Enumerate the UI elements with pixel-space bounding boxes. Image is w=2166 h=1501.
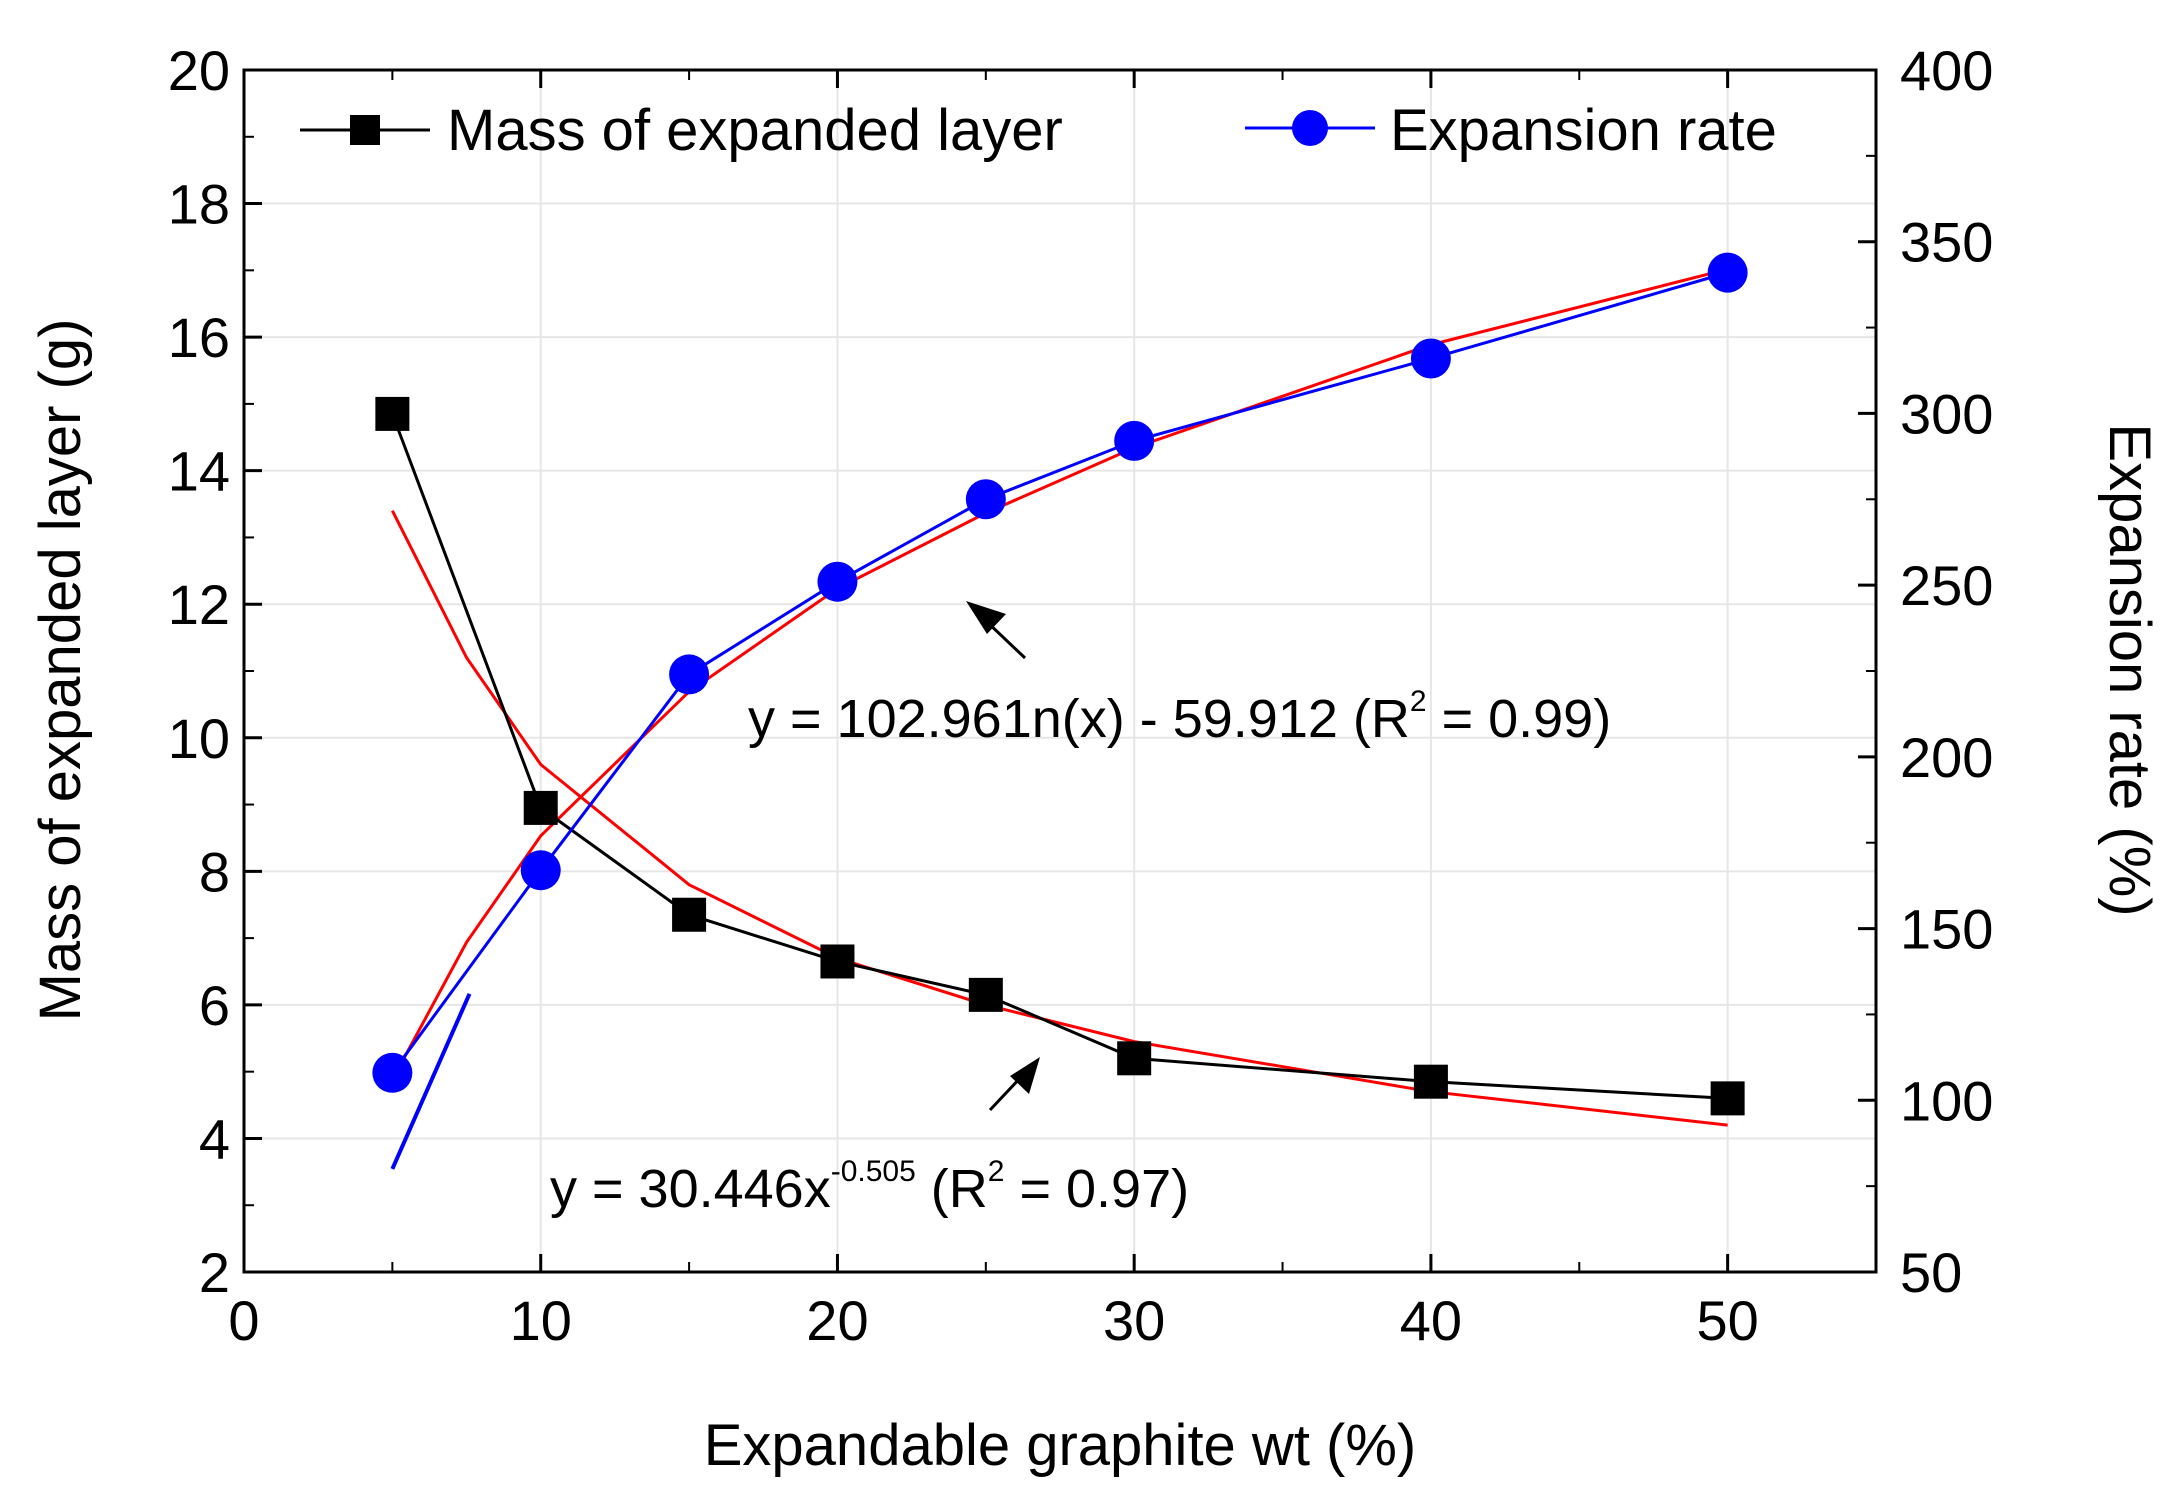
equation-power-sup: -0.505 [831, 1155, 916, 1188]
series-lines [390, 271, 1729, 1170]
annotation-log-fit: y = 102.961n(x) - 59.912 (R2 = 0.99) [748, 601, 1611, 749]
y-right-tick-label: 150 [1900, 898, 1993, 961]
y-right-tick-label: 400 [1900, 39, 1993, 102]
x-tick-label: 10 [510, 1289, 572, 1352]
arrow-power-head [1010, 1057, 1040, 1094]
mass-point [820, 944, 855, 979]
equation-log-tail: = 0.99) [1427, 689, 1612, 749]
expansion-point [520, 850, 561, 891]
y-right-tick-label: 200 [1900, 726, 1993, 789]
equation-power-tail1: (R [916, 1159, 988, 1219]
x-tick-label: 30 [1103, 1289, 1165, 1352]
y-right-tick-label: 250 [1900, 554, 1993, 617]
equation-power-sup2: 2 [988, 1155, 1005, 1188]
equation-power-main: y = 30.446x [550, 1159, 831, 1219]
gridlines [244, 70, 1876, 1272]
equation-power-tail2: = 0.97) [1004, 1159, 1189, 1219]
y-left-tick-label: 2 [199, 1241, 230, 1304]
x-tick-label: 20 [806, 1289, 868, 1352]
legend-mass-marker [350, 115, 380, 145]
x-tick-label: 0 [228, 1289, 259, 1352]
expansion-point [965, 479, 1006, 520]
y-right-tick-label: 100 [1900, 1069, 1993, 1132]
equation-log-sup: 2 [1410, 685, 1427, 718]
mass-point [375, 396, 410, 431]
arrow-log-head [966, 601, 1006, 634]
mass-point [672, 897, 707, 932]
equation-power: y = 30.446x-0.505 (R2 = 0.97) [550, 1155, 1189, 1219]
series-line-expansion [391, 271, 1729, 1074]
y-right-axis-title: Expansion rate (%) [2097, 423, 2162, 916]
y-left-tick-label: 6 [199, 974, 230, 1037]
extra-blue-segment [390, 993, 472, 1170]
series-markers [372, 252, 1748, 1116]
legend: Mass of expanded layer Expansion rate [300, 98, 1777, 163]
expansion-point [372, 1052, 413, 1093]
x-tick-label: 40 [1400, 1289, 1462, 1352]
x-axis-title: Expandable graphite wt (%) [704, 1413, 1417, 1478]
equation-log-main: y = 102.961n(x) - 59.912 (R [748, 689, 1410, 749]
mass-point [1413, 1064, 1448, 1099]
legend-mass-label: Mass of expanded layer [447, 98, 1063, 163]
y-left-tick-label: 4 [199, 1107, 230, 1170]
y-right-ticks: 50 100 150 200 250 300 350 400 [1858, 39, 1993, 1304]
x-ticks: 0 10 20 30 40 50 [228, 70, 1759, 1352]
series-line-mass [390, 413, 1728, 1100]
legend-expansion-label: Expansion rate [1390, 98, 1777, 163]
y-left-tick-label: 14 [168, 440, 230, 503]
mass-point [1710, 1081, 1745, 1116]
y-left-axis-title: Mass of expanded layer (g) [28, 319, 93, 1022]
expansion-point [1114, 420, 1155, 461]
y-right-tick-label: 50 [1900, 1241, 1962, 1304]
legend-expansion-marker [1292, 110, 1328, 146]
fit-line-log-fit-expansion [391, 267, 1729, 1081]
x-tick-label: 50 [1696, 1289, 1758, 1352]
fit-line-power-fit-mass [391, 510, 1728, 1127]
mass-point [523, 790, 558, 825]
y-right-tick-label: 300 [1900, 382, 1993, 445]
plot-frame [242, 68, 1878, 1274]
mass-point [1117, 1041, 1152, 1076]
y-left-tick-label: 10 [168, 707, 230, 770]
expansion-point [817, 561, 858, 602]
expansion-point [1410, 338, 1451, 379]
expansion-point [669, 654, 710, 695]
y-left-tick-label: 18 [168, 173, 230, 236]
expansion-point [1707, 252, 1748, 293]
mass-point [968, 977, 1003, 1012]
y-right-tick-label: 350 [1900, 211, 1993, 274]
y-left-tick-label: 16 [168, 306, 230, 369]
y-left-tick-label: 20 [168, 39, 230, 102]
y-left-tick-label: 12 [168, 573, 230, 636]
equation-log: y = 102.961n(x) - 59.912 (R2 = 0.99) [748, 685, 1611, 749]
y-left-tick-label: 8 [199, 840, 230, 903]
annotation-power-fit: y = 30.446x-0.505 (R2 = 0.97) [550, 1057, 1189, 1219]
y-left-ticks: 2 4 6 8 10 12 14 16 18 20 [168, 39, 262, 1304]
